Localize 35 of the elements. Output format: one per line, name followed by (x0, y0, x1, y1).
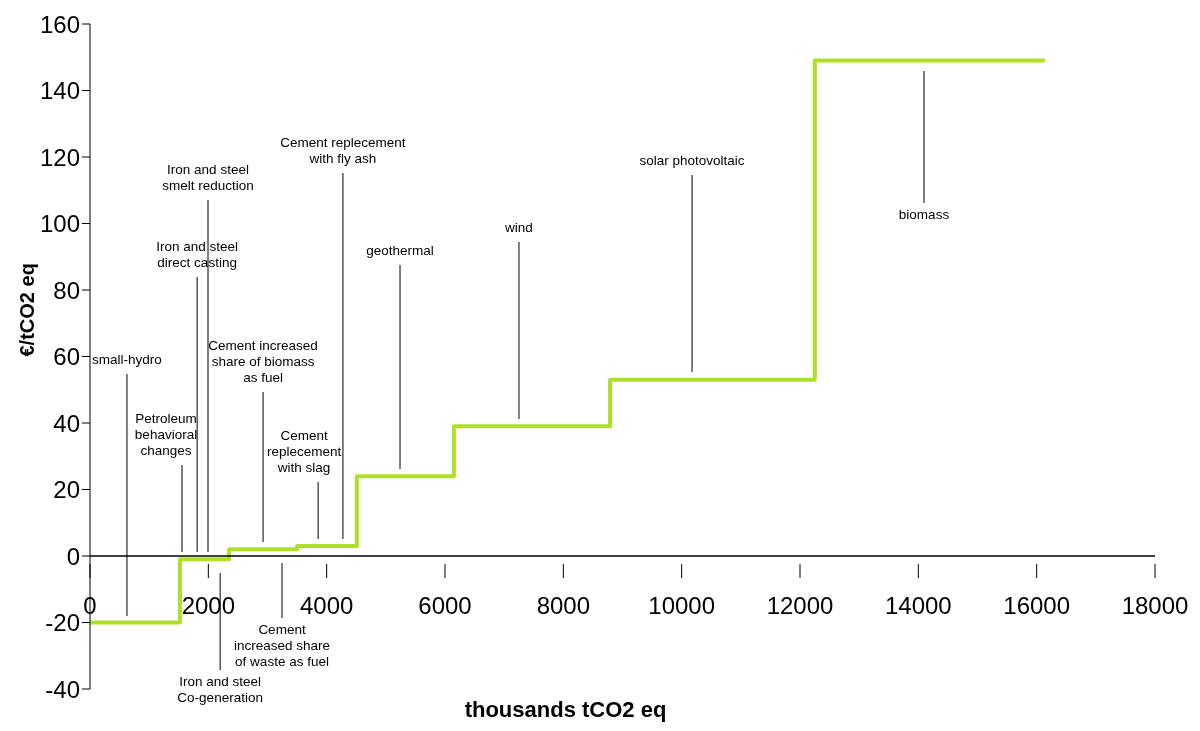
y-axis-title: €/tCO2 eq (16, 263, 39, 357)
annotation: Iron and steel Co-generation (177, 674, 263, 705)
annotation: wind (504, 220, 533, 235)
x-tick-label: 4000 (299, 592, 354, 619)
annotation: small-hydro (92, 352, 162, 367)
x-tick-label: 12000 (766, 592, 834, 619)
annotation: geothermal (366, 243, 434, 258)
annotation: Cement replecement with fly ash (280, 135, 406, 166)
annotation: Iron and steel smelt reduction (162, 162, 254, 193)
y-tick-label: 100 (39, 210, 80, 238)
annotation: Cement increased share of waste as fuel (233, 622, 331, 669)
y-tick-label: 20 (53, 476, 80, 504)
annotation: Cement increased share of biomass as fuel (208, 338, 318, 385)
x-tick-label: 14000 (884, 592, 952, 619)
annotation: Petroleum behavioral changes (134, 411, 198, 458)
y-tick-label: -20 (45, 609, 80, 637)
y-tick-label: 140 (39, 77, 80, 105)
x-tick-label: 6000 (418, 592, 472, 619)
annotation: Cement replecement with slag (266, 428, 342, 475)
x-axis-title: thousands tCO2 eq (464, 697, 667, 722)
annotation: biomass (898, 207, 950, 222)
y-tick-label: 40 (53, 409, 80, 437)
y-tick-label: -40 (45, 675, 80, 703)
x-tick-label: 0 (83, 592, 97, 619)
y-tick-label: 60 (53, 343, 80, 371)
x-tick-label: 8000 (536, 592, 591, 619)
annotation: Iron and steel direct casting (156, 239, 239, 270)
y-tick-label: 120 (39, 143, 80, 171)
y-tick-label: 160 (39, 10, 80, 38)
annotation: solar photovoltaic (639, 153, 745, 168)
y-tick-label: 80 (53, 276, 80, 304)
y-tick-label: 0 (66, 542, 80, 570)
x-tick-label: 16000 (1003, 592, 1071, 619)
x-tick-label: 10000 (648, 592, 716, 619)
x-tick-label: 18000 (1121, 592, 1189, 619)
